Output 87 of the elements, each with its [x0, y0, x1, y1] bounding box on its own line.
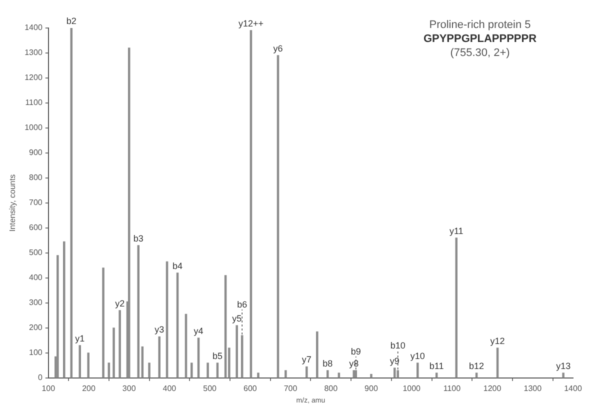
annotation: b10: [390, 340, 406, 350]
annotation: y12: [490, 336, 505, 346]
annotation: y8: [349, 358, 359, 368]
x-tick-label: 1400: [564, 384, 582, 394]
annotation: y13: [556, 360, 571, 371]
x-tick-label: 700: [284, 384, 298, 394]
bar: [158, 336, 160, 378]
annotation: y7: [302, 354, 312, 365]
chart-subtitle: GPYPPGPLAPPPPPR: [422, 32, 538, 46]
x-tick-label: 100: [42, 384, 56, 394]
x-tick-label: 600: [243, 384, 258, 394]
y-tick-label: 200: [29, 323, 43, 332]
annotation: y6: [273, 43, 283, 54]
y-tick-label: 1400: [24, 23, 43, 32]
x-tick-label: 900: [364, 384, 378, 394]
annotation: (755.30, 2+): [449, 46, 511, 60]
annotation: b4: [172, 260, 183, 271]
bar: [338, 372, 340, 378]
bar: [78, 345, 82, 378]
y-tick-label: 500: [29, 248, 43, 258]
y-tick-label: 100: [29, 348, 43, 358]
annotation: y2: [115, 298, 125, 308]
annotation: b9: [350, 346, 361, 356]
bar: [56, 255, 59, 378]
annotation: y12++: [238, 18, 264, 28]
y-tick-label: 700: [29, 198, 43, 208]
bar: [396, 370, 399, 378]
annotation: y1: [75, 333, 85, 344]
bar: [435, 372, 438, 378]
bar: [352, 370, 356, 378]
bar: [190, 362, 193, 378]
x-tick-label: 200: [82, 384, 96, 394]
annotation: b3: [133, 233, 144, 244]
bar: [455, 238, 458, 378]
x-tick-label: 1200: [483, 384, 502, 394]
x-tick-label: 1100: [443, 384, 462, 394]
y-tick-label: 600: [29, 223, 43, 232]
y-tick-label: 0: [38, 373, 43, 382]
y-tick-label: 800: [29, 173, 43, 182]
bar: [257, 372, 260, 378]
y-tick-label: 1100: [25, 98, 43, 108]
bar: [216, 362, 219, 378]
bar: [118, 310, 121, 378]
annotation: b8: [322, 358, 333, 368]
chart-title: Proline-rich protein 5: [428, 18, 532, 32]
x-tick-label: 300: [122, 384, 136, 394]
bar: [326, 370, 329, 378]
bar: [236, 325, 238, 378]
bar: [475, 372, 478, 378]
annotation: y3: [154, 324, 164, 335]
y-tick-label: 300: [29, 298, 43, 308]
annotation: y10: [410, 350, 425, 361]
bar: [87, 352, 90, 378]
y-tick-label: 1300: [24, 48, 43, 58]
y-tick-label: 1000: [24, 123, 43, 132]
bar: [148, 362, 150, 378]
bar: [63, 241, 66, 378]
x-tick-label: 1000: [402, 384, 422, 394]
bar: [102, 268, 104, 378]
annotation: b12: [469, 360, 484, 371]
bar: [416, 362, 419, 378]
bar: [112, 328, 115, 378]
x-tick-label: 400: [162, 384, 177, 394]
bar: [108, 362, 110, 378]
annotation: b5: [212, 350, 222, 361]
bar: [284, 370, 287, 378]
bar: [394, 368, 396, 378]
bar: [206, 362, 209, 378]
y-tick-label: 900: [29, 148, 43, 158]
y-tick-label: 400: [29, 273, 43, 282]
annotation: b6: [237, 299, 248, 310]
annotation: y4: [194, 326, 204, 336]
bar: [316, 331, 318, 378]
y-tick-label: 1200: [24, 73, 43, 82]
bar: [370, 374, 372, 378]
annotation: y11: [449, 226, 464, 236]
annotation: y9: [390, 356, 400, 366]
x-tick-label: 800: [324, 384, 338, 394]
annotation: y5: [232, 313, 242, 324]
bar: [354, 370, 358, 378]
bar: [562, 372, 564, 378]
x-tick-label: 1300: [524, 384, 542, 394]
annotation: b11: [429, 360, 444, 371]
y-axis-title: Intensity, counts: [8, 174, 18, 232]
bar: [306, 366, 308, 378]
annotation: b2: [66, 16, 76, 26]
x-tick-label: 500: [203, 384, 218, 394]
